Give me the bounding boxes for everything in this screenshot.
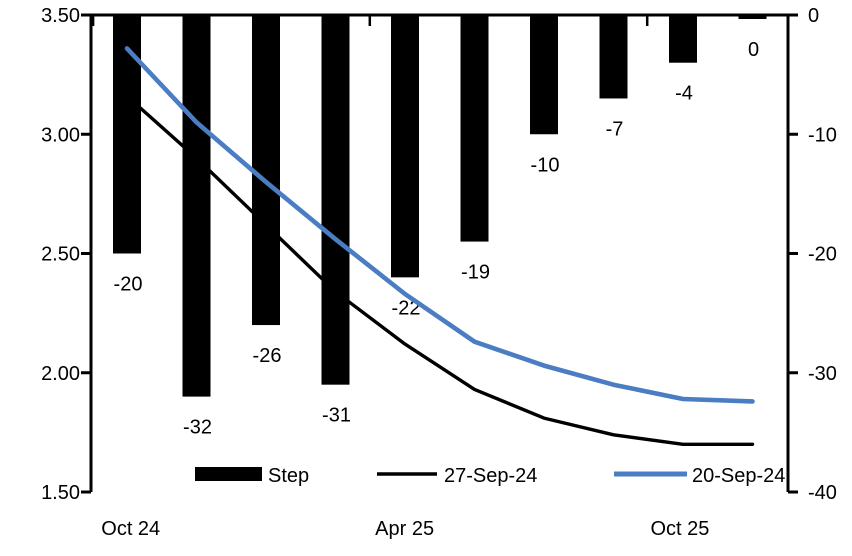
bar-value-label: -19 bbox=[461, 262, 490, 284]
x-axis-tick-label: Oct 25 bbox=[651, 518, 710, 540]
bar-step bbox=[391, 15, 419, 278]
right-axis-tick-label: -40 bbox=[808, 482, 837, 504]
bar-step bbox=[669, 15, 697, 63]
right-axis-tick-label: -30 bbox=[808, 363, 837, 385]
bar-value-label: -32 bbox=[183, 417, 212, 439]
bar-value-label: -20 bbox=[114, 274, 143, 296]
bar-step bbox=[530, 15, 558, 135]
left-axis-tick-label: 3.00 bbox=[41, 124, 80, 146]
line-27-sep-24 bbox=[125, 94, 755, 446]
right-axis: 0 -10 -20 -30 -40 bbox=[788, 5, 837, 504]
bar-step bbox=[321, 15, 350, 385]
x-axis-tick-label: Oct 24 bbox=[101, 518, 160, 540]
legend-label-step: Step bbox=[268, 465, 309, 487]
bar-value-label: -10 bbox=[531, 154, 560, 176]
right-axis-tick-label: -20 bbox=[808, 244, 837, 266]
left-axis-tick-label: 3.50 bbox=[41, 5, 80, 27]
bar-step bbox=[599, 15, 628, 99]
bar-value-label: -22 bbox=[392, 297, 421, 319]
left-axis-tick-label: 2.50 bbox=[41, 244, 80, 266]
bar-step bbox=[182, 15, 211, 397]
bar-value-label: -26 bbox=[253, 345, 282, 367]
right-axis-tick-label: 0 bbox=[808, 5, 819, 27]
bar-value-label: -4 bbox=[675, 83, 693, 105]
bar-value-label: -31 bbox=[322, 405, 351, 427]
legend: Step 27-Sep-24 20-Sep-24 bbox=[195, 465, 785, 487]
bar-step bbox=[252, 15, 280, 326]
bar-value-label: -7 bbox=[606, 118, 624, 140]
left-axis-tick-label: 2.00 bbox=[41, 363, 80, 385]
series-step: -20 -32 -26 -31 -22 -19 -10 -7 -4 0 bbox=[113, 15, 767, 439]
left-axis: 3.50 3.00 2.50 2.00 1.50 bbox=[41, 5, 91, 504]
x-axis: Oct 24 Apr 25 Oct 25 bbox=[91, 15, 710, 540]
legend-label-20-sep-24: 20-Sep-24 bbox=[692, 465, 785, 487]
legend-label-27-sep-24: 27-Sep-24 bbox=[444, 465, 537, 487]
bar-value-label: 0 bbox=[748, 39, 759, 61]
left-axis-tick-label: 1.50 bbox=[41, 482, 80, 504]
legend-swatch-step bbox=[195, 467, 262, 481]
bar-step bbox=[113, 15, 141, 254]
line-20-sep-24 bbox=[124, 46, 755, 404]
x-axis-tick-label: Apr 25 bbox=[375, 518, 434, 540]
bar-step bbox=[738, 15, 767, 19]
bar-step bbox=[460, 15, 489, 242]
right-axis-tick-label: -10 bbox=[808, 124, 837, 146]
